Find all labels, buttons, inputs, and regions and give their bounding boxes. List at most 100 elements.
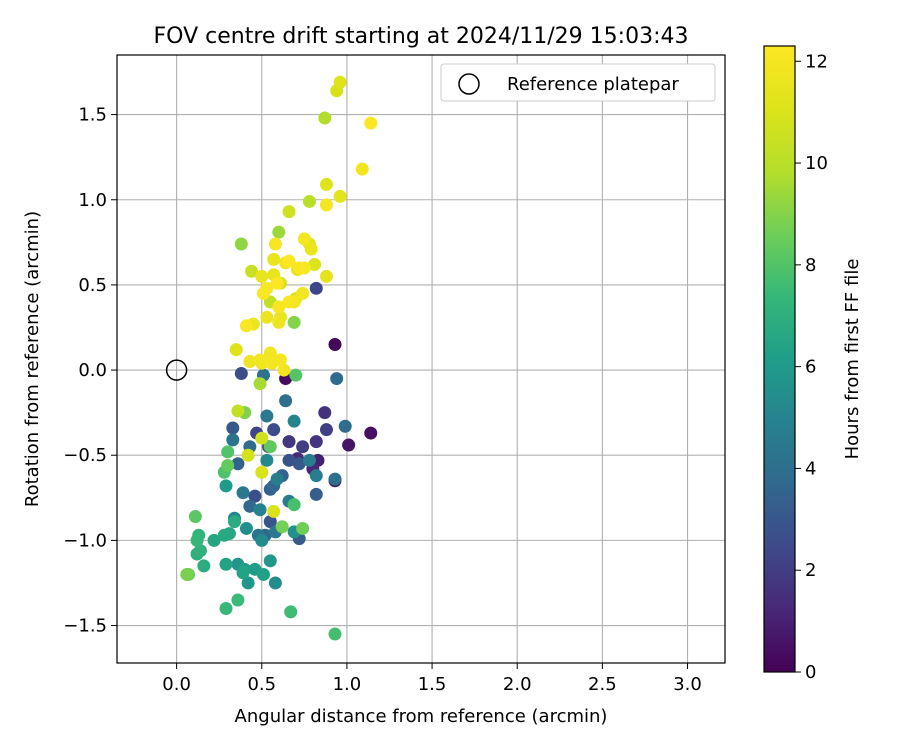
- data-point: [319, 177, 333, 191]
- data-point: [328, 627, 342, 641]
- data-point: [333, 189, 347, 203]
- y-axis-label: Rotation from reference (arcmin): [22, 211, 43, 507]
- data-point: [277, 363, 291, 377]
- data-point: [318, 111, 332, 125]
- data-point: [330, 372, 344, 386]
- data-point: [228, 515, 242, 529]
- data-point: [273, 353, 287, 367]
- data-points: [180, 75, 378, 641]
- data-point: [239, 319, 253, 333]
- colorbar-label: Hours from first FF file: [842, 259, 863, 460]
- colorbar-ticks: 0 2 4 6 8 10 12: [795, 51, 828, 683]
- data-point: [180, 567, 194, 581]
- data-point: [263, 554, 277, 568]
- colorbar-tick-label: 2: [805, 560, 816, 581]
- data-point: [193, 544, 207, 558]
- data-point: [309, 435, 323, 449]
- data-point: [302, 194, 316, 208]
- data-point: [302, 453, 316, 467]
- data-point: [268, 576, 282, 590]
- data-point: [260, 281, 274, 295]
- data-point: [275, 520, 289, 534]
- data-point: [241, 448, 255, 462]
- legend-box: [440, 63, 716, 102]
- data-point: [287, 498, 301, 512]
- colorbar-tick-label: 0: [805, 662, 816, 683]
- data-point: [272, 300, 286, 314]
- data-point: [268, 237, 282, 251]
- x-tick-label: 3.0: [673, 674, 702, 695]
- x-tick-label: 2.5: [588, 674, 617, 695]
- data-point: [255, 465, 269, 479]
- data-point: [282, 435, 296, 449]
- data-point: [260, 409, 274, 423]
- data-point: [364, 426, 378, 440]
- data-point: [263, 346, 277, 360]
- data-point: [263, 440, 277, 454]
- data-point: [221, 458, 235, 472]
- data-point: [292, 457, 306, 471]
- data-point: [263, 515, 277, 529]
- data-point: [296, 286, 310, 300]
- x-axis-ticks: 0.0 0.5 1.0 1.5 2.0 2.5 3.0: [162, 663, 702, 695]
- y-axis-ticks: −1.5 −1.0 −0.5 0.0 0.5 1.0 1.5: [63, 105, 117, 637]
- x-tick-label: 1.0: [333, 674, 362, 695]
- data-point: [308, 257, 322, 271]
- colorbar-tick-label: 6: [805, 357, 816, 378]
- data-point: [241, 576, 255, 590]
- legend-marker-icon: [458, 73, 480, 95]
- data-point: [234, 237, 248, 251]
- colorbar: 0 2 4 6 8 10 12 Hours from first FF file: [763, 45, 863, 683]
- data-point: [296, 440, 310, 454]
- data-point: [256, 567, 270, 581]
- x-tick-label: 0.0: [162, 674, 191, 695]
- data-point: [333, 75, 347, 89]
- x-tick-label: 2.0: [503, 674, 532, 695]
- data-point: [260, 310, 274, 324]
- data-point: [297, 261, 311, 275]
- data-point: [296, 521, 310, 535]
- y-tick-label: 1.0: [78, 190, 107, 211]
- plot-frame: [116, 54, 726, 664]
- reference-marker-layer: [165, 359, 188, 381]
- data-point: [328, 338, 342, 352]
- data-point: [253, 377, 267, 391]
- data-point: [309, 281, 323, 295]
- data-point: [221, 445, 235, 459]
- data-point: [309, 487, 323, 501]
- data-point: [272, 225, 286, 239]
- data-point: [239, 521, 253, 535]
- data-point: [219, 602, 233, 616]
- data-point: [253, 353, 267, 367]
- data-point: [270, 276, 284, 290]
- data-point: [231, 593, 245, 607]
- data-point: [309, 469, 323, 483]
- data-point: [217, 528, 231, 542]
- data-point: [289, 368, 303, 382]
- y-tick-label: 0.5: [78, 275, 107, 296]
- data-point: [279, 394, 293, 408]
- colorbar-tick-label: 8: [805, 255, 816, 276]
- legend-label: Reference platepar: [507, 74, 679, 95]
- data-point: [197, 559, 211, 573]
- y-tick-label: 0.0: [78, 360, 107, 381]
- data-point: [226, 421, 240, 435]
- data-point: [260, 453, 274, 467]
- data-point: [319, 269, 333, 283]
- data-point: [328, 472, 342, 486]
- data-point: [287, 414, 301, 428]
- data-point: [219, 557, 233, 571]
- colorbar-tick-label: 10: [805, 153, 828, 174]
- data-point: [190, 533, 204, 547]
- x-tick-label: 1.5: [418, 674, 447, 695]
- data-point: [267, 252, 281, 266]
- data-point: [229, 343, 243, 357]
- data-point: [364, 116, 378, 130]
- y-tick-label: −1.0: [63, 530, 107, 551]
- y-tick-label: −0.5: [63, 445, 107, 466]
- data-point: [287, 315, 301, 329]
- data-point: [236, 486, 250, 500]
- data-point: [319, 423, 333, 437]
- data-point: [243, 355, 257, 369]
